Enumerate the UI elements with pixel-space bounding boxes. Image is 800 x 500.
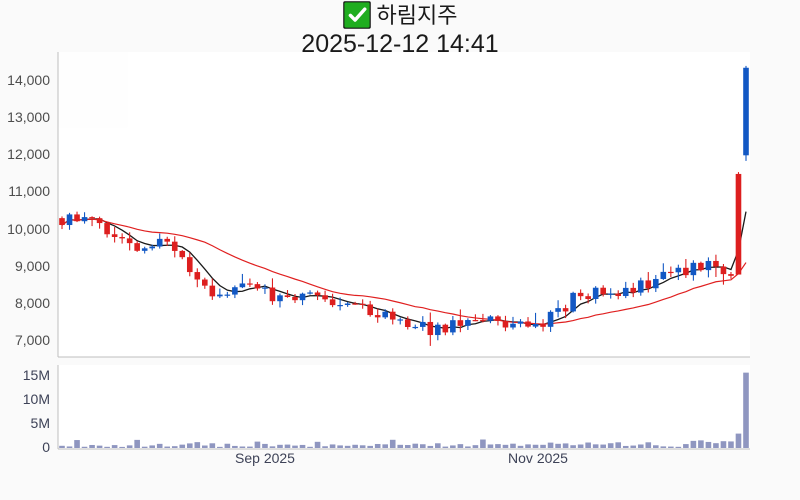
svg-text:8,000: 8,000 <box>15 295 50 311</box>
svg-text:Sep 2025: Sep 2025 <box>235 450 295 466</box>
svg-text:15M: 15M <box>23 367 50 383</box>
svg-text:9,000: 9,000 <box>15 258 50 274</box>
svg-text:13,000: 13,000 <box>7 109 50 125</box>
svg-text:5M: 5M <box>31 415 50 431</box>
svg-text:7,000: 7,000 <box>15 332 50 348</box>
svg-text:Nov 2025: Nov 2025 <box>508 450 568 466</box>
svg-text:10,000: 10,000 <box>7 221 50 237</box>
svg-text:0: 0 <box>42 439 50 455</box>
svg-text:12,000: 12,000 <box>7 146 50 162</box>
svg-text:14,000: 14,000 <box>7 72 50 88</box>
svg-text:10M: 10M <box>23 391 50 407</box>
svg-text:11,000: 11,000 <box>8 183 50 199</box>
